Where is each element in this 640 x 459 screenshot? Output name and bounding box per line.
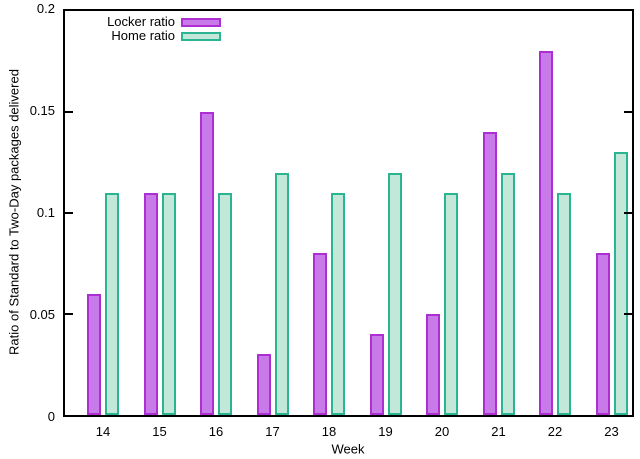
y-tick-mark-left bbox=[65, 111, 73, 113]
x-tick-label: 23 bbox=[604, 424, 619, 439]
legend-item-home: Home ratio bbox=[67, 29, 221, 43]
plot-area: Locker ratio Home ratio bbox=[63, 9, 634, 417]
y-tick-mark-left bbox=[65, 212, 73, 214]
bar-home-week-19 bbox=[387, 173, 402, 415]
bar-locker-week-17 bbox=[256, 354, 271, 415]
bar-home-week-14 bbox=[105, 193, 119, 415]
legend-swatch-home bbox=[181, 31, 221, 41]
y-tick-label: 0.05 bbox=[29, 307, 55, 322]
y-tick-mark-left bbox=[65, 313, 73, 315]
x-axis-title: Week bbox=[331, 441, 365, 457]
legend-item-locker: Locker ratio bbox=[67, 15, 221, 29]
bar-locker-week-22 bbox=[539, 51, 553, 415]
y-tick-label: 0.1 bbox=[36, 205, 55, 220]
x-tick-label: 15 bbox=[152, 424, 167, 439]
x-tick-label: 17 bbox=[265, 424, 280, 439]
y-tick-mark-right bbox=[624, 212, 632, 214]
bar-home-week-17 bbox=[274, 173, 289, 415]
bar-locker-week-18 bbox=[313, 253, 327, 415]
bar-locker-week-19 bbox=[369, 334, 384, 415]
x-tick-label: 21 bbox=[491, 424, 506, 439]
bar-locker-week-23 bbox=[595, 253, 610, 415]
x-tick-label: 14 bbox=[95, 424, 111, 439]
legend-label-locker: Locker ratio bbox=[107, 14, 175, 29]
y-tick-label: 0.2 bbox=[36, 1, 55, 16]
y-tick-mark-right bbox=[624, 111, 632, 113]
y-tick-mark-right bbox=[624, 313, 632, 315]
legend-swatch-locker bbox=[181, 17, 221, 27]
x-tick-label: 18 bbox=[321, 424, 337, 439]
bar-locker-week-21 bbox=[482, 132, 497, 415]
legend: Locker ratio Home ratio bbox=[67, 15, 221, 43]
bar-home-week-20 bbox=[444, 193, 458, 415]
bar-locker-week-16 bbox=[200, 112, 214, 415]
x-tick-label: 22 bbox=[547, 424, 563, 439]
x-tick-label: 19 bbox=[378, 424, 393, 439]
bar-home-week-16 bbox=[218, 193, 232, 415]
x-tick-label: 16 bbox=[208, 424, 224, 439]
bar-locker-week-14 bbox=[87, 294, 101, 415]
bar-home-week-23 bbox=[613, 152, 628, 415]
bar-locker-week-20 bbox=[426, 314, 440, 415]
bar-locker-week-15 bbox=[143, 193, 158, 415]
y-tick-label: 0 bbox=[47, 409, 55, 424]
bar-home-week-18 bbox=[331, 193, 345, 415]
legend-label-home: Home ratio bbox=[111, 28, 175, 43]
bar-home-week-15 bbox=[161, 193, 176, 415]
x-tick-label: 20 bbox=[434, 424, 450, 439]
bar-home-week-21 bbox=[500, 173, 515, 415]
y-tick-label: 0.15 bbox=[29, 103, 55, 118]
bar-home-week-22 bbox=[557, 193, 571, 415]
